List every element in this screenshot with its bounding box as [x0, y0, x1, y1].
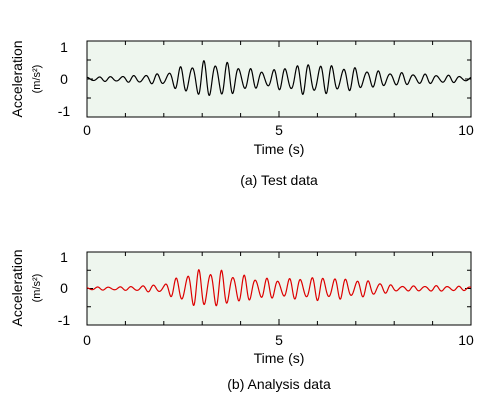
chart-b: 1 0 -1 0 5 10 Time (s) (b) Analysis data…: [9, 249, 474, 392]
chart-a-plot-area: [86, 40, 472, 118]
chart-b-series-line: [86, 268, 472, 307]
chart-b-caption: (b) Analysis data: [227, 376, 331, 392]
chart-a-xtick-label-10: 10: [458, 122, 474, 138]
chart-a-x-axis-title: Time (s): [254, 141, 305, 157]
chart-b-x-ticks: [86, 252, 472, 325]
chart-a-caption: (a) Test data: [240, 172, 318, 188]
chart-a-ytick-label-1: 1: [60, 39, 68, 55]
chart-a-ytick-label-0: 0: [60, 71, 68, 87]
chart-b-xtick-label-0: 0: [83, 332, 91, 348]
chart-a-y-axis-title: Acceleration: [9, 40, 25, 117]
chart-b-ytick-label-0: 0: [60, 280, 68, 296]
chart-a-x-ticks: [86, 41, 472, 117]
chart-b-ytick-label-neg1: -1: [58, 312, 71, 328]
chart-b-xtick-label-10: 10: [458, 332, 474, 348]
chart-b-ytick-label-1: 1: [60, 249, 68, 265]
chart-a: 1 0 -1 0 5 10 Time (s) (a) Test data Acc…: [9, 39, 474, 188]
chart-b-xtick-label-5: 5: [275, 332, 283, 348]
chart-b-y-axis-title: Acceleration: [9, 249, 25, 326]
chart-a-ytick-label-neg1: -1: [58, 103, 71, 119]
chart-b-y-axis-unit: (m/s²): [31, 274, 43, 303]
chart-a-xtick-label-0: 0: [83, 122, 91, 138]
chart-a-y-axis-unit: (m/s²): [31, 65, 43, 94]
chart-a-series-line: [86, 60, 472, 97]
chart-b-plot-area: [86, 251, 472, 326]
chart-b-x-axis-title: Time (s): [254, 350, 305, 366]
chart-a-xtick-label-5: 5: [275, 122, 283, 138]
